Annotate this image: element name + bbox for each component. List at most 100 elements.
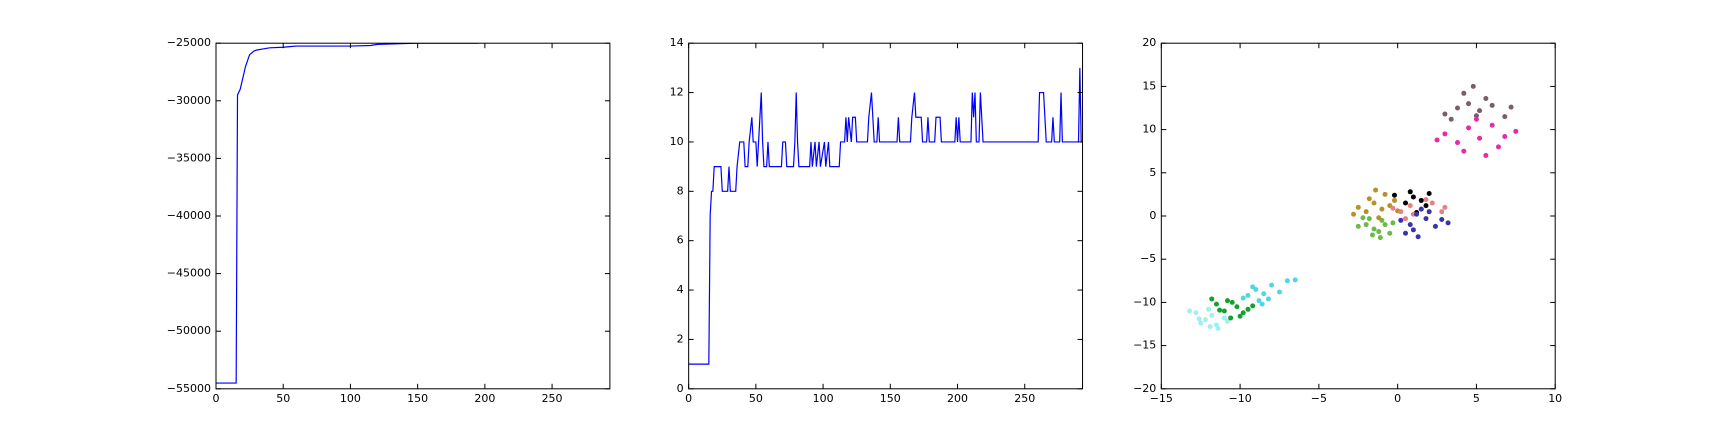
point xyxy=(1489,102,1495,108)
point xyxy=(1202,317,1208,323)
point xyxy=(1369,232,1375,238)
point xyxy=(1513,128,1519,134)
point xyxy=(1387,230,1393,236)
point xyxy=(1477,108,1483,114)
point xyxy=(1224,318,1230,324)
point xyxy=(1234,304,1240,310)
point xyxy=(1418,197,1424,203)
y-tick-label: 10 xyxy=(1142,123,1156,136)
point xyxy=(1455,105,1461,111)
y-tick-label: −45000 xyxy=(167,267,211,280)
y-tick-label: 0 xyxy=(1149,209,1156,222)
x-tick-label: 250 xyxy=(1014,392,1035,405)
point xyxy=(1240,295,1246,301)
point xyxy=(1407,222,1413,228)
x-tick-label: 50 xyxy=(276,392,290,405)
point xyxy=(1426,191,1432,197)
y-tick-label: −10 xyxy=(1133,295,1156,308)
point xyxy=(1250,284,1256,290)
point xyxy=(1483,95,1489,101)
line xyxy=(216,43,479,384)
point xyxy=(1442,131,1448,137)
point xyxy=(1206,306,1212,312)
point xyxy=(1229,299,1235,305)
point xyxy=(1276,289,1282,295)
point xyxy=(1376,215,1382,221)
point xyxy=(1213,301,1219,307)
point xyxy=(1439,216,1445,222)
point xyxy=(1377,235,1383,241)
point xyxy=(1240,310,1246,316)
point xyxy=(1363,222,1369,228)
x-tick-label: −5 xyxy=(1311,392,1327,405)
point xyxy=(1382,222,1388,228)
point xyxy=(1256,298,1262,304)
point xyxy=(1466,125,1472,131)
y-tick-label: −30000 xyxy=(167,94,211,107)
point xyxy=(1410,194,1416,200)
point xyxy=(1292,277,1298,283)
x-tick-label: 50 xyxy=(749,392,763,405)
point xyxy=(1217,307,1223,313)
point xyxy=(1508,104,1514,110)
y-tick-label: −5 xyxy=(1140,252,1156,265)
x-tick-label: −15 xyxy=(1150,392,1173,405)
point xyxy=(1502,134,1508,140)
point xyxy=(1391,192,1397,198)
point xyxy=(1398,217,1404,223)
point xyxy=(1423,197,1429,203)
point xyxy=(1221,308,1227,314)
point xyxy=(1207,324,1213,330)
y-tick-label: 14 xyxy=(670,36,684,49)
x-tick-label: 100 xyxy=(340,392,361,405)
point xyxy=(1455,140,1461,146)
point xyxy=(1390,205,1396,211)
y-tick-label: 15 xyxy=(1142,79,1156,92)
x-tick-label: 250 xyxy=(542,392,563,405)
point xyxy=(1371,200,1377,206)
x-tick-label: −10 xyxy=(1228,392,1251,405)
point xyxy=(1473,116,1479,122)
point xyxy=(1284,278,1290,284)
point xyxy=(1363,209,1369,215)
y-tick-label: 5 xyxy=(1149,166,1156,179)
panel: 0 50 100 150 200 250 −55000 −50000 −45000 −40000 −… xyxy=(167,36,611,405)
y-tick-label: 4 xyxy=(677,283,684,296)
plot-area xyxy=(216,43,479,384)
point xyxy=(1196,316,1202,322)
point xyxy=(1407,189,1413,195)
point xyxy=(1410,227,1416,233)
point xyxy=(1390,220,1396,226)
x-tick-label: 150 xyxy=(407,392,428,405)
point xyxy=(1398,209,1404,215)
point xyxy=(1360,215,1366,221)
point xyxy=(1448,116,1454,122)
point xyxy=(1209,312,1215,318)
point xyxy=(1228,315,1234,321)
point xyxy=(1193,310,1199,316)
y-tick-label: 6 xyxy=(677,234,684,247)
point xyxy=(1209,296,1215,302)
x-tick-label: 5 xyxy=(1473,392,1480,405)
y-tick-label: −40000 xyxy=(167,209,211,222)
point xyxy=(1237,313,1243,319)
point xyxy=(1245,292,1251,298)
point xyxy=(1429,200,1435,206)
plot-area xyxy=(1187,83,1519,331)
point xyxy=(1245,306,1251,312)
y-tick-label: −35000 xyxy=(167,151,211,164)
point xyxy=(1439,209,1445,215)
point xyxy=(1198,320,1204,326)
point xyxy=(1403,216,1409,222)
point xyxy=(1403,200,1409,206)
point xyxy=(1261,291,1267,297)
point xyxy=(1423,216,1429,222)
point xyxy=(1470,83,1476,89)
point xyxy=(1221,315,1227,321)
panel: 0 50 100 150 200 250 0 2 4 6 8 10 12 14 xyxy=(670,36,1084,405)
point xyxy=(1483,153,1489,159)
x-tick-label: 200 xyxy=(947,392,968,405)
point xyxy=(1382,191,1388,197)
point xyxy=(1379,206,1385,212)
